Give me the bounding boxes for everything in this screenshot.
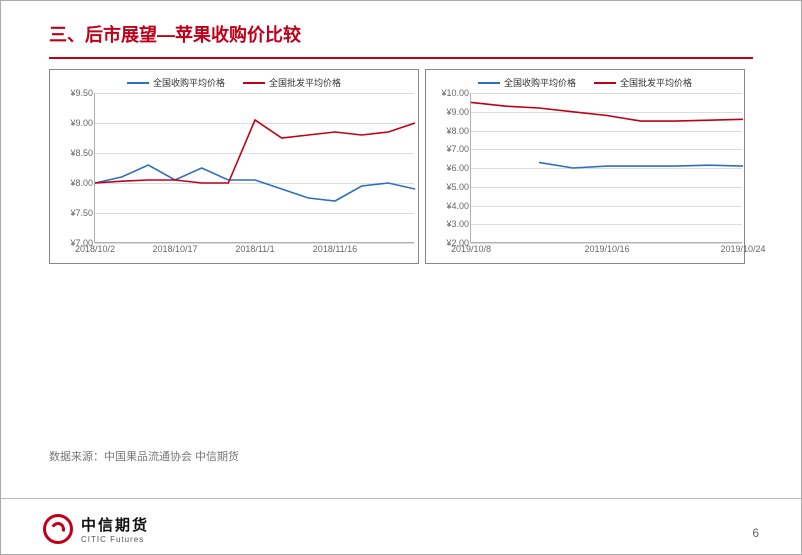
legend-item-buy: 全国收购平均价格 — [478, 76, 576, 89]
x-tick-label: 2018/10/17 — [152, 242, 197, 254]
data-source: 数据来源：中国果品流通协会 中信期货 — [49, 448, 239, 464]
y-tick-label: ¥9.50 — [70, 88, 95, 98]
legend-item-wholesale: 全国批发平均价格 — [594, 76, 692, 89]
slide: 三、后市展望—苹果收购价比较 全国收购平均价格 全国批发平均价格 ¥7.00¥7… — [0, 0, 802, 555]
logo-text: 中信期货 CITIC Futures — [81, 514, 149, 544]
x-tick-label: 2018/11/16 — [313, 242, 357, 254]
chart2-plot: ¥2.00¥3.00¥4.00¥5.00¥6.00¥7.00¥8.00¥9.00… — [470, 93, 742, 243]
y-tick-label: ¥3.00 — [446, 219, 471, 229]
legend-swatch-buy — [478, 82, 500, 84]
y-tick-label: ¥9.00 — [446, 107, 471, 117]
charts-row: 全国收购平均价格 全国批发平均价格 ¥7.00¥7.50¥8.00¥8.50¥9… — [49, 69, 753, 264]
price-chart-2018: 全国收购平均价格 全国批发平均价格 ¥7.00¥7.50¥8.00¥8.50¥9… — [49, 69, 419, 264]
legend-item-buy: 全国收购平均价格 — [127, 76, 225, 89]
y-tick-label: ¥8.50 — [70, 148, 95, 158]
logo-mark-icon — [43, 514, 73, 544]
series-line-wholesale — [471, 102, 743, 121]
price-chart-2019: 全国收购平均价格 全国批发平均价格 ¥2.00¥3.00¥4.00¥5.00¥6… — [425, 69, 745, 264]
chart1-legend: 全国收购平均价格 全国批发平均价格 — [54, 76, 414, 89]
legend-swatch-wholesale — [594, 82, 616, 84]
page-number: 6 — [752, 526, 759, 540]
y-tick-label: ¥7.00 — [446, 144, 471, 154]
logo-en: CITIC Futures — [81, 535, 149, 544]
chart-svg — [471, 93, 743, 243]
x-tick-label: 2019/10/8 — [451, 242, 491, 254]
legend-label-wholesale: 全国批发平均价格 — [620, 76, 692, 89]
y-tick-label: ¥6.00 — [446, 163, 471, 173]
legend-label-wholesale: 全国批发平均价格 — [269, 76, 341, 89]
y-tick-label: ¥10.00 — [441, 88, 471, 98]
y-tick-label: ¥7.50 — [70, 208, 95, 218]
footer: 中信期货 CITIC Futures 6 — [1, 498, 801, 554]
x-tick-label: 2019/10/24 — [720, 242, 765, 254]
y-tick-label: ¥8.00 — [70, 178, 95, 188]
legend-swatch-wholesale — [243, 82, 265, 84]
legend-label-buy: 全国收购平均价格 — [153, 76, 225, 89]
legend-swatch-buy — [127, 82, 149, 84]
logo-cn: 中信期货 — [81, 514, 149, 535]
legend-item-wholesale: 全国批发平均价格 — [243, 76, 341, 89]
x-tick-label: 2019/10/16 — [584, 242, 629, 254]
title-rule — [49, 57, 753, 59]
x-tick-label: 2018/11/1 — [235, 242, 274, 254]
chart-svg — [95, 93, 415, 243]
chart1-plot: ¥7.00¥7.50¥8.00¥8.50¥9.00¥9.502018/10/22… — [94, 93, 414, 243]
x-tick-label: 2018/10/2 — [75, 242, 115, 254]
legend-label-buy: 全国收购平均价格 — [504, 76, 576, 89]
series-line-buy — [95, 165, 415, 201]
series-line-wholesale — [95, 120, 415, 183]
y-tick-label: ¥4.00 — [446, 201, 471, 211]
slide-title: 三、后市展望—苹果收购价比较 — [1, 1, 801, 53]
chart2-legend: 全国收购平均价格 全国批发平均价格 — [430, 76, 740, 89]
y-tick-label: ¥8.00 — [446, 126, 471, 136]
y-tick-label: ¥5.00 — [446, 182, 471, 192]
series-line-buy — [539, 162, 743, 168]
company-logo: 中信期货 CITIC Futures — [43, 514, 149, 544]
y-tick-label: ¥9.00 — [70, 118, 95, 128]
